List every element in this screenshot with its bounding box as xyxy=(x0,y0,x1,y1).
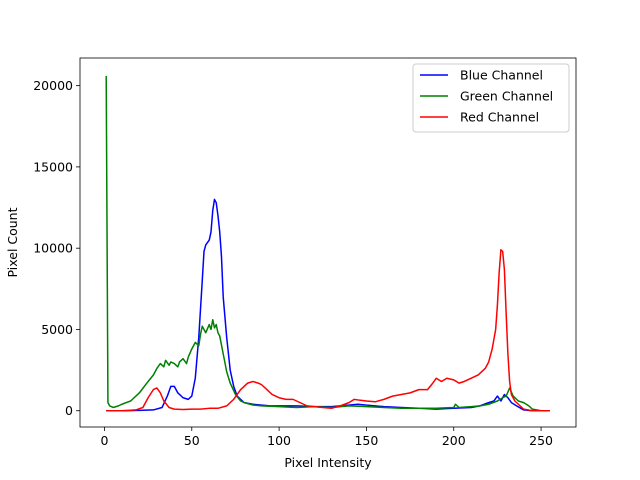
x-tick-label: 250 xyxy=(529,433,553,448)
legend-label-green-channel: Green Channel xyxy=(460,89,553,104)
y-tick-label: 15000 xyxy=(33,159,73,174)
x-axis: 0 50 100 150 200 250 xyxy=(100,427,553,448)
x-tick-label: 50 xyxy=(184,433,200,448)
legend-label-blue-channel: Blue Channel xyxy=(460,68,543,83)
y-tick-label: 10000 xyxy=(33,241,73,256)
x-tick-label: 200 xyxy=(442,433,466,448)
x-tick-label: 100 xyxy=(267,433,291,448)
x-tick-label: 0 xyxy=(100,433,108,448)
series-layer xyxy=(105,75,550,412)
legend: Blue Channel Green Channel Red Channel xyxy=(412,63,570,133)
x-tick-label: 150 xyxy=(354,433,378,448)
legend-label-red-channel: Red Channel xyxy=(460,110,539,125)
x-axis-label: Pixel Intensity xyxy=(284,455,372,470)
y-axis-label: Pixel Count xyxy=(5,207,20,277)
plot-frame xyxy=(79,57,577,428)
y-axis: 0 5000 10000 15000 20000 xyxy=(33,78,80,418)
y-tick-label: 5000 xyxy=(41,322,73,337)
series-line-green-channel xyxy=(105,75,550,412)
series-line-red-channel xyxy=(106,249,550,412)
y-tick-label: 20000 xyxy=(33,78,73,93)
y-tick-label: 0 xyxy=(65,403,73,418)
legend-box xyxy=(412,63,570,133)
